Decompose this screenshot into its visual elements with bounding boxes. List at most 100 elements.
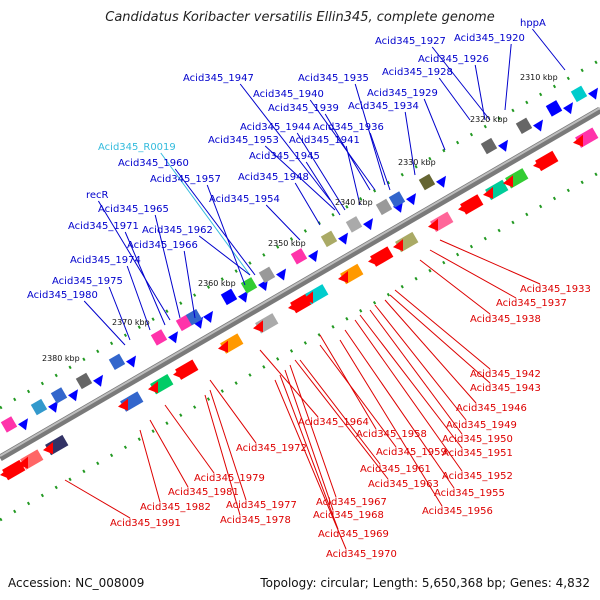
gene-arrow[interactable] bbox=[168, 331, 178, 344]
gene-arrow[interactable] bbox=[0, 467, 10, 480]
gene-label[interactable]: Acid345_1979 bbox=[194, 473, 265, 484]
gene-label[interactable]: Acid345_1956 bbox=[422, 506, 493, 517]
gene-arrow[interactable] bbox=[588, 87, 598, 100]
gene-arrow[interactable] bbox=[43, 442, 53, 455]
gene-label[interactable]: Acid345_1946 bbox=[456, 403, 527, 414]
gene-arrow[interactable] bbox=[368, 253, 378, 266]
gene-label[interactable]: Acid345_1941 bbox=[289, 135, 360, 146]
gene-arrow[interactable] bbox=[253, 320, 263, 333]
gene-block[interactable] bbox=[220, 288, 238, 306]
gene-arrow[interactable] bbox=[218, 340, 228, 353]
gene-label[interactable]: recR bbox=[86, 190, 109, 201]
gene-label[interactable]: Acid345_1964 bbox=[298, 417, 369, 428]
gene-label[interactable]: Acid345_1927 bbox=[375, 36, 446, 47]
gene-arrow[interactable] bbox=[458, 201, 468, 214]
gene-block[interactable] bbox=[345, 216, 363, 233]
gene-label[interactable]: Acid345_1936 bbox=[313, 122, 384, 133]
gene-label[interactable]: Acid345_1982 bbox=[140, 502, 211, 513]
gene-arrow[interactable] bbox=[406, 193, 416, 206]
gene-arrow[interactable] bbox=[533, 157, 543, 170]
gene-label[interactable]: Acid345_1978 bbox=[220, 515, 291, 526]
gene-arrow[interactable] bbox=[533, 119, 543, 132]
gene-block[interactable] bbox=[375, 198, 393, 216]
gene-label[interactable]: Acid345_1955 bbox=[434, 488, 505, 499]
gene-arrow[interactable] bbox=[498, 139, 508, 152]
gene-arrow[interactable] bbox=[276, 268, 286, 281]
gene-label[interactable]: Acid345_1943 bbox=[470, 383, 541, 394]
gene-arrow[interactable] bbox=[93, 374, 103, 387]
gene-label[interactable]: Acid345_1937 bbox=[496, 298, 567, 309]
gene-arrow[interactable] bbox=[338, 232, 348, 245]
gene-block[interactable] bbox=[240, 277, 258, 294]
gene-label[interactable]: Acid345_1974 bbox=[70, 255, 141, 266]
gene-arrow[interactable] bbox=[148, 381, 158, 394]
gene-label[interactable]: Acid345_1981 bbox=[168, 487, 239, 498]
gene-block[interactable] bbox=[480, 137, 498, 155]
gene-label[interactable]: Acid345_1991 bbox=[110, 518, 181, 529]
gene-block[interactable] bbox=[418, 173, 436, 191]
gene-label[interactable]: Acid345_1975 bbox=[52, 276, 123, 287]
gene-label[interactable]: Acid345_1944 bbox=[240, 122, 311, 133]
gene-label[interactable]: Acid345_1926 bbox=[418, 54, 489, 65]
gene-block[interactable] bbox=[108, 353, 126, 371]
gene-arrow[interactable] bbox=[68, 389, 78, 402]
gene-label[interactable]: Acid345_1939 bbox=[268, 103, 339, 114]
gene-arrow[interactable] bbox=[436, 175, 446, 188]
gene-label[interactable]: Acid345_1951 bbox=[442, 448, 513, 459]
gene-label[interactable]: Acid345_1928 bbox=[382, 67, 453, 78]
gene-label[interactable]: hppA bbox=[520, 18, 546, 29]
gene-arrow[interactable] bbox=[393, 239, 403, 252]
gene-arrow[interactable] bbox=[563, 102, 573, 115]
gene-arrow[interactable] bbox=[203, 310, 213, 323]
gene-block[interactable] bbox=[150, 329, 168, 346]
gene-arrow[interactable] bbox=[18, 456, 28, 469]
gene-label[interactable]: Acid345_1959 bbox=[376, 447, 447, 458]
gene-label[interactable]: Acid345_1958 bbox=[356, 429, 427, 440]
gene-label[interactable]: Acid345_1954 bbox=[209, 194, 280, 205]
gene-label[interactable]: Acid345_1967 bbox=[316, 497, 387, 508]
gene-arrow[interactable] bbox=[308, 250, 318, 262]
gene-arrow[interactable] bbox=[173, 366, 183, 379]
gene-arrow[interactable] bbox=[126, 355, 136, 368]
gene-arrow[interactable] bbox=[363, 218, 373, 231]
gene-label[interactable]: Acid345_1938 bbox=[470, 314, 541, 325]
gene-label[interactable]: Acid345_1972 bbox=[236, 443, 307, 454]
gene-label[interactable]: Acid345_1947 bbox=[183, 73, 254, 84]
gene-block[interactable] bbox=[30, 398, 48, 416]
gene-arrow[interactable] bbox=[118, 398, 128, 411]
gene-label[interactable]: Acid345_1962 bbox=[142, 225, 213, 236]
gene-label[interactable]: Acid345_1935 bbox=[298, 73, 369, 84]
gene-block[interactable] bbox=[320, 230, 338, 248]
gene-label[interactable]: Acid345_R0019 bbox=[98, 142, 176, 153]
gene-label[interactable]: Acid345_1948 bbox=[238, 172, 309, 183]
gene-arrow[interactable] bbox=[238, 290, 248, 303]
gene-label[interactable]: Acid345_1920 bbox=[454, 33, 525, 44]
gene-label[interactable]: Acid345_1970 bbox=[326, 549, 397, 560]
gene-arrow[interactable] bbox=[303, 291, 313, 304]
gene-label[interactable]: Acid345_1965 bbox=[98, 204, 169, 215]
gene-block[interactable] bbox=[75, 372, 93, 390]
gene-arrow[interactable] bbox=[428, 218, 438, 231]
gene-label[interactable]: Acid345_1929 bbox=[367, 88, 438, 99]
gene-label[interactable]: Acid345_1980 bbox=[27, 290, 98, 301]
gene-block[interactable] bbox=[258, 266, 276, 284]
gene-arrow[interactable] bbox=[48, 400, 58, 413]
gene-label[interactable]: Acid345_1957 bbox=[150, 174, 221, 185]
gene-label[interactable]: Acid345_1952 bbox=[442, 471, 513, 482]
gene-label[interactable]: Acid345_1971 bbox=[68, 221, 139, 232]
gene-block[interactable] bbox=[515, 117, 533, 134]
gene-label[interactable]: Acid345_1949 bbox=[446, 420, 517, 431]
gene-label[interactable]: Acid345_1953 bbox=[208, 135, 279, 146]
gene-arrow[interactable] bbox=[573, 134, 583, 147]
gene-block[interactable] bbox=[570, 85, 588, 103]
gene-label[interactable]: Acid345_1933 bbox=[520, 284, 591, 295]
gene-arrow[interactable] bbox=[338, 271, 348, 283]
gene-label[interactable]: Acid345_1950 bbox=[442, 434, 513, 445]
gene-label[interactable]: Acid345_1942 bbox=[470, 369, 541, 380]
gene-block[interactable] bbox=[185, 308, 203, 326]
gene-label[interactable]: Acid345_1960 bbox=[118, 158, 189, 169]
gene-label[interactable]: Acid345_1963 bbox=[368, 479, 439, 490]
gene-block[interactable] bbox=[388, 191, 406, 208]
gene-label[interactable]: Acid345_1961 bbox=[360, 464, 431, 475]
